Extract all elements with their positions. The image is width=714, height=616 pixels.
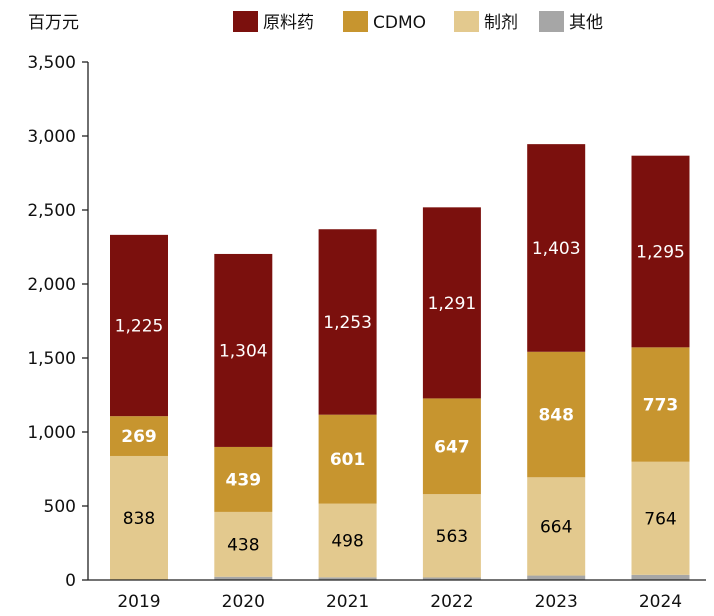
bar-segment	[422, 577, 481, 580]
bar-segment	[318, 414, 377, 504]
data-label: 647	[434, 437, 470, 457]
legend: 原料药 CDMO 制剂 其他	[233, 11, 603, 33]
y-tick-label: 3,000	[27, 127, 76, 147]
bar-segment	[631, 574, 690, 580]
bar-stack: 764 773 1,295	[631, 155, 690, 580]
data-label: 773	[643, 396, 679, 416]
data-label: 664	[540, 517, 572, 537]
y-tick-label: 3,500	[27, 53, 76, 73]
legend-swatch	[454, 11, 479, 32]
legend-label: 制剂	[484, 13, 518, 33]
legend-swatch	[233, 11, 258, 32]
bar-stack: 438 439 1,304	[214, 253, 273, 580]
y-tick-label: 1,500	[27, 349, 76, 369]
x-tick-label: 2022	[430, 592, 473, 612]
bar-segment	[214, 576, 273, 580]
data-label: 848	[538, 406, 574, 426]
bar-segment	[214, 253, 273, 447]
bar-segment	[318, 503, 377, 578]
bar-segment	[422, 207, 481, 399]
legend-item: 其他	[539, 11, 603, 33]
data-label: 1,304	[219, 341, 268, 361]
data-label: 601	[330, 450, 366, 470]
y-tick-label: 1,000	[27, 423, 76, 443]
data-label: 1,253	[323, 313, 372, 333]
legend-swatch	[539, 11, 564, 32]
bar-segment	[110, 455, 168, 580]
x-axis: 2019 2020 2021 2022 2023 2024	[88, 579, 706, 612]
x-tick-label: 2019	[117, 592, 160, 612]
bar-segment	[527, 477, 586, 576]
unit-label: 百万元	[28, 13, 79, 33]
legend-label: 原料药	[263, 13, 314, 33]
data-label: 438	[227, 535, 259, 555]
legend-label: 其他	[569, 13, 603, 33]
bar-segment	[527, 351, 586, 478]
data-label: 1,403	[532, 239, 581, 259]
bar-segment	[110, 416, 168, 456]
legend-label: CDMO	[373, 13, 426, 33]
x-tick-label: 2021	[326, 592, 369, 612]
y-tick-label: 0	[65, 571, 76, 591]
y-tick-label: 500	[44, 497, 76, 517]
data-label: 1,295	[636, 243, 685, 263]
y-tick-label: 2,500	[27, 201, 76, 221]
bar-segment	[631, 461, 690, 575]
data-label: 764	[644, 509, 676, 529]
legend-item: CDMO	[343, 11, 426, 33]
x-tick-label: 2024	[639, 592, 682, 612]
legend-swatch	[343, 11, 368, 32]
legend-item: 原料药	[233, 11, 314, 33]
data-label: 269	[121, 427, 157, 447]
data-label: 1,291	[428, 294, 477, 314]
bar-segment	[527, 575, 586, 580]
legend-item: 制剂	[454, 11, 518, 33]
data-label: 498	[331, 531, 363, 551]
bar-segment	[214, 446, 273, 512]
bar-segment	[214, 511, 273, 577]
bar-segment	[422, 494, 481, 578]
data-label: 838	[123, 509, 155, 529]
y-tick-label: 2,000	[27, 275, 76, 295]
bar-segment	[110, 234, 168, 417]
bars: 838 269 1,225 438 439 1,304 498 601 1,253 563 647 1…	[110, 144, 690, 580]
bar-segment	[631, 155, 690, 348]
bar-stack: 563 647 1,291	[422, 207, 481, 580]
y-axis: 0 500 1,000 1,500 2,000 2,500 3,000 3,500	[27, 53, 89, 591]
bar-stack: 498 601 1,253	[318, 229, 377, 580]
bar-segment	[318, 229, 377, 415]
bar-segment	[631, 347, 690, 462]
bar-segment	[527, 144, 586, 352]
x-tick-label: 2020	[222, 592, 265, 612]
bar-stack: 664 848 1,403	[527, 144, 586, 580]
x-tick-label: 2023	[535, 592, 578, 612]
data-label: 439	[226, 470, 262, 490]
bar-stack: 838 269 1,225	[110, 234, 168, 580]
data-label: 563	[436, 527, 468, 547]
bar-segment	[318, 577, 377, 580]
bar-segment	[422, 398, 481, 495]
data-label: 1,225	[115, 317, 164, 337]
